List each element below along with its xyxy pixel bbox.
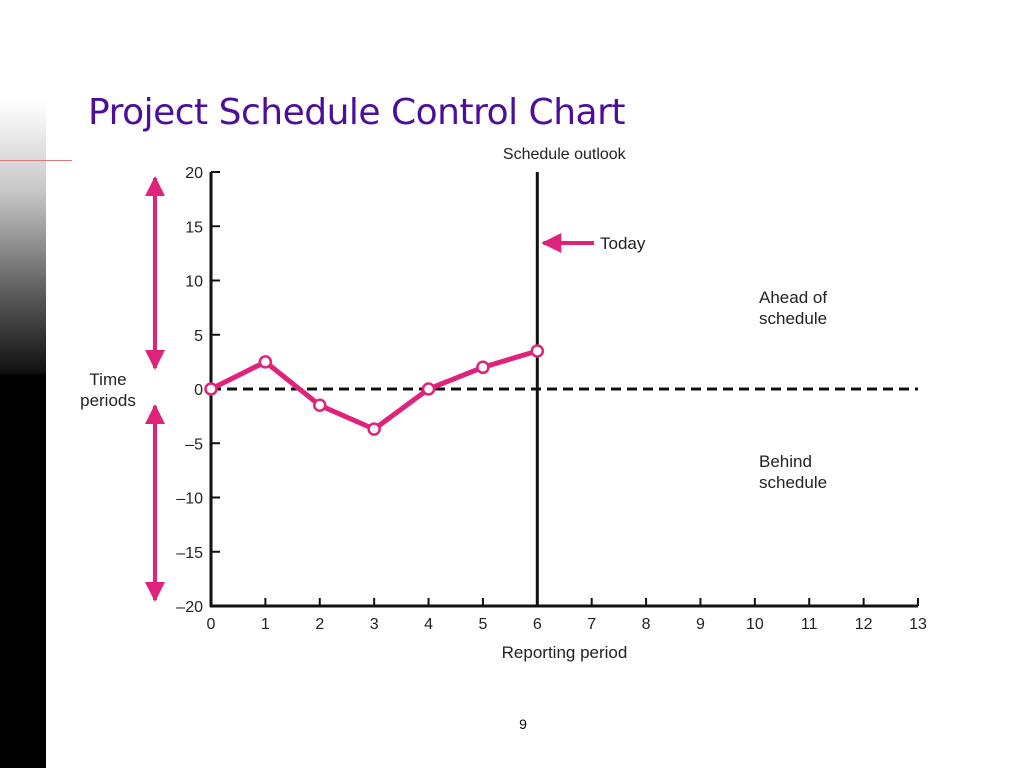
x-tick-label: 10 [746,616,764,633]
data-point [204,382,218,396]
y-tick-label: –10 [176,491,203,508]
ahead-of-schedule-label: schedule [759,309,827,328]
x-tick-label: 1 [261,616,270,633]
y-tick-label: 20 [185,165,203,182]
slide-title: Project Schedule Control Chart [88,92,626,133]
data-point [367,422,381,436]
y-tick-label: 10 [185,274,203,291]
y-tick-label: 15 [185,219,203,236]
x-tick-label: 8 [642,616,651,633]
left-decor-bar [0,0,46,768]
behind-schedule-label: schedule [759,473,827,492]
x-tick-label: 9 [696,616,705,633]
behind-schedule-label: Behind [759,452,812,471]
x-tick-label: 11 [801,616,818,633]
x-tick-label: 7 [587,616,596,633]
x-tick-label: 6 [533,616,542,633]
y-tick-label: –5 [185,436,203,453]
data-point [530,344,545,358]
ahead-of-schedule-label: Ahead of [759,288,827,307]
x-tick-label: 13 [909,616,927,633]
y-tick-label: –15 [176,545,203,562]
title-accent-line [0,160,72,161]
x-tick-label: 5 [478,616,487,633]
x-tick-label: 0 [207,616,216,633]
page-number: 9 [519,716,527,732]
x-axis-label: Reporting period [502,643,628,662]
x-tick-label: 4 [424,616,433,633]
data-point [476,360,490,375]
y-axis-label: periods [80,391,136,410]
x-tick-label: 12 [855,616,873,633]
y-tick-label: 0 [194,382,203,399]
y-tick-label: 5 [194,328,203,345]
x-tick-label: 2 [315,616,324,633]
data-point [258,355,273,369]
y-tick-label: –20 [176,599,203,616]
y-axis-label: Time [89,370,126,389]
x-tick-label: 3 [370,616,379,633]
marks-layer [145,172,918,606]
schedule-outlook-label: Schedule outlook [503,146,627,163]
data-point [421,382,436,396]
data-point [313,398,327,413]
today-label: Today [600,234,646,253]
